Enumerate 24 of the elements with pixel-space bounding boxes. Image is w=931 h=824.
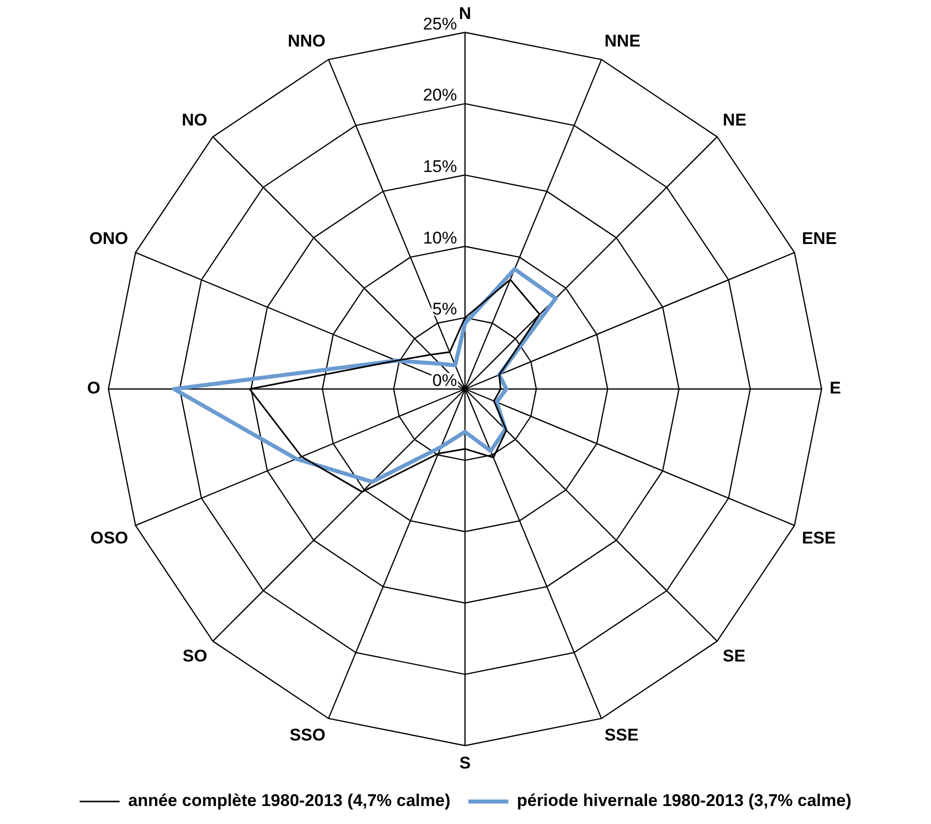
y-tick-label: 10%	[422, 228, 457, 248]
spoke-label: N	[458, 4, 472, 23]
y-tick-label: 20%	[422, 86, 457, 105]
y-tick-label: 0%	[432, 371, 457, 390]
spoke-label: NNE	[604, 32, 640, 51]
spoke-label: NO	[182, 110, 208, 130]
y-tick-label: 15%	[422, 157, 457, 176]
legend-label: année complète 1980-2013 (4,7% calme)	[128, 791, 450, 810]
spoke-label: SE	[722, 646, 746, 666]
spoke-label: SSE	[604, 726, 639, 745]
spoke-label: SO	[182, 646, 208, 666]
spoke-label: SSO	[290, 726, 326, 745]
spoke-label: OSO	[90, 528, 128, 548]
spoke-label: ESE	[802, 528, 836, 548]
spoke-label: ENE	[802, 228, 837, 248]
y-tick-label: 25%	[422, 14, 457, 34]
spoke-label: ONO	[89, 228, 128, 248]
spoke-label: E	[830, 378, 841, 398]
y-tick-label: 5%	[432, 300, 457, 319]
legend-label: période hivernale 1980-2013 (3,7% calme)	[516, 791, 852, 810]
spoke-label: O	[87, 378, 100, 398]
spoke-label: NE	[722, 110, 746, 130]
spoke-label: NNO	[288, 32, 326, 51]
spoke-label: S	[459, 753, 471, 772]
